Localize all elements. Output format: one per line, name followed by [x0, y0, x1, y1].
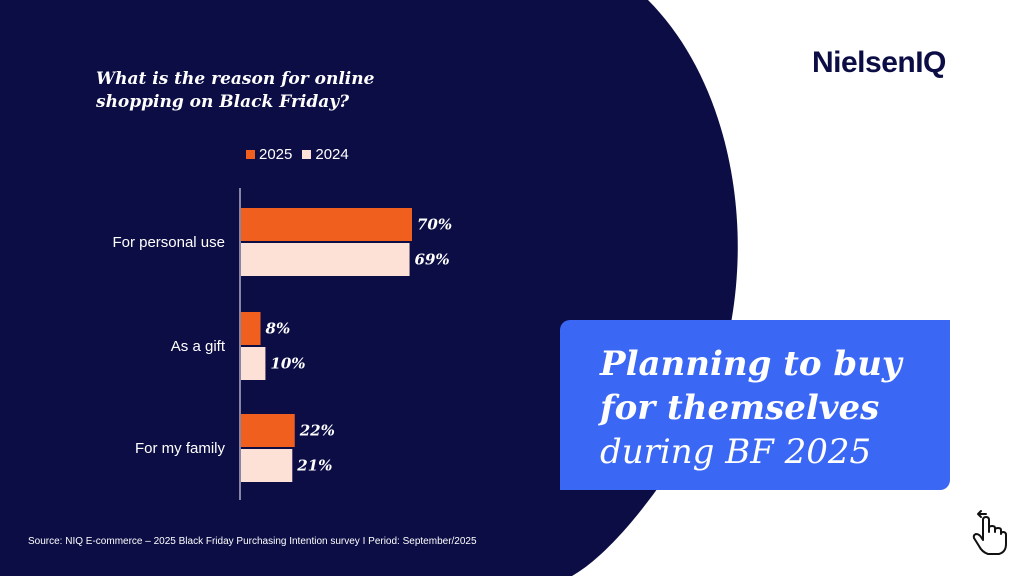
nielseniq-logo: NielsenIQ [812, 46, 946, 79]
legend-swatch-2024 [302, 150, 312, 159]
callout-line-3: during BF 2025 [600, 432, 872, 472]
bar-2025 [241, 208, 412, 241]
category-label: For personal use [112, 234, 225, 251]
legend-label-2024: 2024 [315, 146, 349, 163]
chart-legend: 2025 2024 [246, 146, 359, 163]
pointing-hand-icon[interactable] [966, 504, 1008, 558]
callout-line-1: Planning to buy [600, 344, 902, 384]
source-note: Source: NIQ E-commerce – 2025 Black Frid… [28, 536, 477, 547]
legend-item-2025: 2025 [246, 146, 292, 163]
bar-2025 [241, 312, 261, 345]
data-label-2024: 10% [270, 355, 305, 373]
data-label-2025: 70% [417, 216, 452, 234]
legend-item-2024: 2024 [302, 146, 349, 163]
data-label-2024: 21% [296, 457, 332, 475]
legend-label-2025: 2025 [259, 146, 293, 163]
chart-title: What is the reason for online shopping o… [96, 69, 375, 112]
bar-2024 [241, 449, 293, 482]
data-label-2024: 69% [415, 251, 450, 269]
data-label-2025: 8% [266, 320, 291, 338]
bar-2025 [241, 414, 295, 447]
category-label: As a gift [171, 338, 226, 355]
category-label: For my family [135, 440, 226, 457]
bar-2024 [241, 347, 266, 380]
callout-line-2: for themselves [600, 388, 880, 428]
bar-2024 [241, 243, 410, 276]
data-label-2025: 22% [299, 422, 335, 440]
callout-box: Planning to buy for themselves during BF… [560, 320, 950, 490]
legend-swatch-2025 [246, 150, 255, 159]
